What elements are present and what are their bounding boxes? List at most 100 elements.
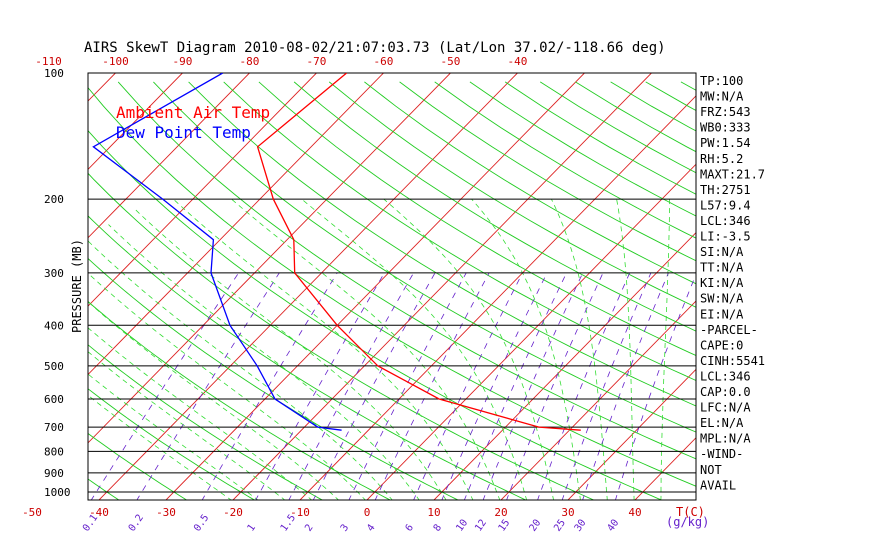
moist-adiabat-line: [231, 198, 501, 500]
pressure-tick-label: 400: [44, 319, 64, 332]
index-item: L57:9.4: [700, 198, 751, 212]
top-temp-tick-labels: -120-110-100-90-80-70-60-50-40: [35, 55, 528, 68]
bottom-temp-tick-label: -10: [290, 506, 310, 519]
dry-adiabat-line: [469, 81, 696, 217]
mixing-ratio-line: [413, 272, 523, 500]
bottom-temp-tick-label: 30: [561, 506, 574, 519]
mixing-ratio-line: [288, 272, 414, 500]
isotherm-line: [88, 73, 183, 171]
index-item: WB0:333: [700, 121, 751, 135]
mixing-ratio-tick-label: 10: [454, 518, 470, 534]
mixing-ratio-tick-label: 12: [473, 518, 489, 534]
dry-adiabat-line: [88, 215, 527, 500]
mixing-ratio-tick-label: 0.5: [192, 513, 211, 534]
bottom-temp-tick-label: -40: [89, 506, 109, 519]
isotherm-line: [0, 73, 48, 500]
moist-adiabat-line: [173, 198, 474, 500]
index-item: RH:5.2: [700, 152, 743, 166]
dry-adiabat-line: [117, 81, 696, 460]
pressure-tick-label: 1000: [44, 486, 71, 499]
bottom-temp-tick-label: 40: [628, 506, 641, 519]
moist-adiabat-line: [88, 272, 366, 500]
moist-adiabat-line: [133, 207, 447, 500]
bottom-temp-tick-label: 10: [427, 506, 440, 519]
top-temp-tick-label: -70: [307, 55, 327, 68]
isotherm-line: [88, 73, 384, 376]
pressure-tick-label: 300: [44, 267, 64, 280]
index-item: MW:N/A: [700, 90, 744, 104]
pressure-tick-label: 700: [44, 421, 64, 434]
mixing-ratio-line: [441, 272, 548, 500]
bottom-temp-tick-labels: -50 -40 -30 -20 -10 0 10 20 30 40: [22, 506, 642, 519]
mixing-ratio-tick-label: 6: [404, 522, 416, 533]
moist-adiabat-line: [88, 373, 259, 500]
isotherm-line: [433, 232, 696, 500]
mixing-ratio-line: [582, 272, 669, 500]
pressure-tick-labels: 100 200 300 400 500 600 700 800 900 1000: [44, 67, 71, 499]
dewpoint-temp-profile: [92, 73, 342, 431]
mixing-ratio-tick-label: 40: [605, 518, 621, 534]
isotherm-line: [769, 73, 870, 500]
index-item: PW:1.54: [700, 136, 751, 150]
dry-adiabat-line: [434, 81, 696, 239]
dry-adiabat-line: [88, 432, 188, 500]
mixing-ratio-line: [312, 272, 436, 500]
pressure-gridlines: [87, 72, 697, 501]
bottom-temp-tick-label: -50: [22, 506, 42, 519]
isotherm-line: [88, 73, 317, 307]
isotherm-line: [299, 95, 696, 500]
moist-adiabat-line: [108, 224, 420, 500]
isotherm-line: [88, 73, 451, 444]
dry-adiabat-line: [751, 82, 870, 501]
temp-unit-label: T(C): [676, 505, 705, 519]
index-item: AVAIL: [700, 478, 736, 492]
mixing-ratio-line: [506, 272, 604, 500]
index-item: -PARCEL-: [700, 323, 758, 337]
index-item: MAXT:21.7: [700, 167, 765, 181]
moist-adiabat-line: [88, 327, 313, 500]
mixing-ratio-tick-label: 0.2: [127, 513, 146, 534]
sounding-profiles: [92, 73, 581, 431]
index-item: LI:-3.5: [700, 230, 751, 244]
dry-adiabat-line: [223, 81, 696, 382]
moist-adiabat-line: [551, 198, 608, 500]
dry-adiabat-line: [188, 81, 696, 407]
top-temp-tick-label: -60: [374, 55, 394, 68]
index-item: -WIND-: [700, 447, 743, 461]
index-item: EL:N/A: [700, 416, 744, 430]
mixing-ratio-line: [463, 272, 567, 500]
mixing-ratio-line: [348, 272, 467, 500]
index-item: TT:N/A: [700, 261, 744, 275]
moist-adiabat-line: [301, 198, 528, 500]
mixing-ratio-line: [136, 272, 280, 500]
mixing-ratio-tick-label: 8: [432, 522, 444, 533]
stability-indices-panel: TP:100MW:N/AFRZ:543WB0:333PW:1.54RH:5.2M…: [700, 74, 765, 492]
plot-frame: [87, 72, 697, 501]
dry-adiabat-line: [399, 81, 696, 262]
index-item: LCL:346: [700, 369, 751, 383]
top-temp-tick-label: -40: [508, 55, 528, 68]
pressure-tick-label: 100: [44, 67, 64, 80]
moist-adiabat-line: [88, 301, 339, 500]
dry-adiabat-line: [258, 81, 696, 357]
dry-adiabat-line: [88, 344, 324, 500]
dry-adiabat-line: [364, 81, 696, 285]
index-item: TP:100: [700, 74, 743, 88]
moist-adiabat-line: [660, 199, 670, 500]
dry-adiabat-line: [293, 81, 696, 332]
mixing-ratio-line: [561, 272, 652, 500]
dry-adiabat-line: [88, 257, 459, 500]
index-item: TH:2751: [700, 183, 751, 197]
top-temp-tick-label: -80: [240, 55, 260, 68]
pressure-tick-label: 900: [44, 467, 64, 480]
mixing-ratio-tick-label: 15: [497, 518, 513, 534]
index-item: SW:N/A: [700, 292, 744, 306]
plot-background-lines: [0, 73, 870, 501]
dry-adiabat-line: [88, 300, 392, 500]
isotherm-line: [88, 73, 250, 239]
mixing-ratio-line: [374, 272, 490, 500]
dry-adiabat-line: [88, 130, 663, 500]
top-temp-tick-label: -50: [441, 55, 461, 68]
dry-adiabat-line: [88, 87, 696, 487]
